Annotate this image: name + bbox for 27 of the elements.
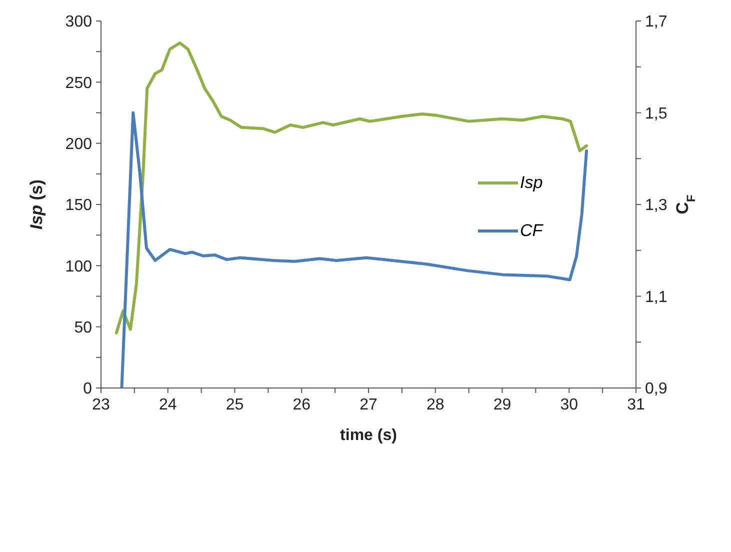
y2-tick-label: 1,3	[645, 197, 668, 214]
y2-tick-label: 1,7	[645, 14, 668, 31]
legend-label: Isp	[520, 173, 543, 193]
line-series	[114, 42, 588, 334]
x-tick-label: 24	[158, 396, 177, 414]
x-tick-label: 29	[493, 396, 512, 414]
y-tick-label: 100	[65, 258, 92, 276]
x-tick-label: 31	[627, 396, 645, 414]
x-axis-title: time (s)	[340, 427, 397, 444]
x-tick-label: 26	[292, 396, 311, 414]
line-series	[120, 111, 588, 388]
x-tick-label: 28	[426, 396, 444, 414]
y-tick-label: 50	[74, 320, 92, 337]
x-tick-label: 27	[360, 396, 378, 414]
y2-tick-label: 1,1	[645, 288, 668, 306]
y-tick-label: 200	[65, 136, 92, 154]
y2-tick-label: 1,5	[645, 105, 668, 122]
y-axis-title: Isp (s)	[27, 179, 46, 230]
y2-tick-label: 0,9	[645, 380, 668, 398]
y-tick-label: 250	[65, 74, 92, 92]
y-tick-label: 150	[65, 197, 92, 214]
x-tick-label: 25	[226, 396, 244, 414]
x-tick-label: 30	[560, 396, 578, 414]
y-tick-label: 300	[65, 14, 92, 31]
y-tick-label: 0	[83, 380, 92, 398]
x-tick-label: 23	[92, 396, 110, 414]
legend-label: CF	[520, 221, 543, 241]
